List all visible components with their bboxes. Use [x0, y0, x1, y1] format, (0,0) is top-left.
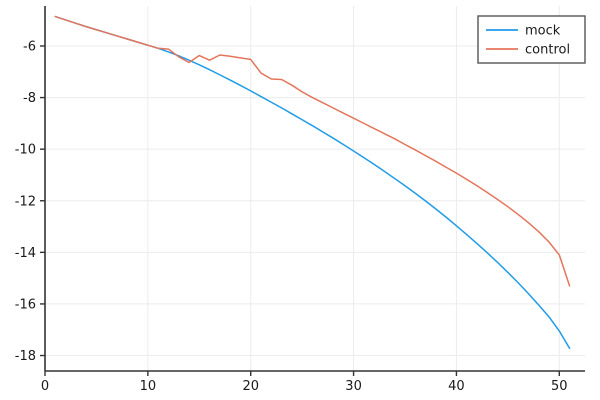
x-axis-tick-label: 30: [345, 379, 362, 394]
y-axis-tick-label: -14: [15, 246, 36, 261]
series-line-control: [54, 15, 571, 287]
y-axis-tick-label: -6: [23, 39, 36, 54]
x-axis-tick-label: 20: [242, 379, 259, 394]
legend-label-mock[interactable]: mock: [525, 24, 561, 39]
data-series: [54, 15, 571, 350]
x-axis-tick-label: 0: [41, 379, 49, 394]
y-axis-tick-label: -16: [15, 297, 36, 312]
x-axis-tick-label: 50: [551, 379, 568, 394]
axis-tick-labels: -6 -8 -10 -12 -14 -16 -18 0 10 20 30 40 50: [15, 39, 568, 394]
x-axis-tick-label: 10: [140, 379, 157, 394]
y-axis-tick-label: -12: [15, 194, 36, 209]
chart-legend[interactable]: mock control: [477, 15, 586, 64]
y-axis-tick-label: -8: [23, 91, 36, 106]
y-axis-tick-label: -10: [15, 143, 36, 158]
gridlines: [45, 6, 585, 371]
axis-ticks: [40, 45, 560, 376]
axis-spines: [44, 6, 585, 372]
legend-box: [477, 15, 586, 64]
y-axis-tick-label: -18: [15, 349, 36, 364]
legend-label-control[interactable]: control: [525, 43, 570, 58]
x-axis-tick-label: 40: [448, 379, 465, 394]
